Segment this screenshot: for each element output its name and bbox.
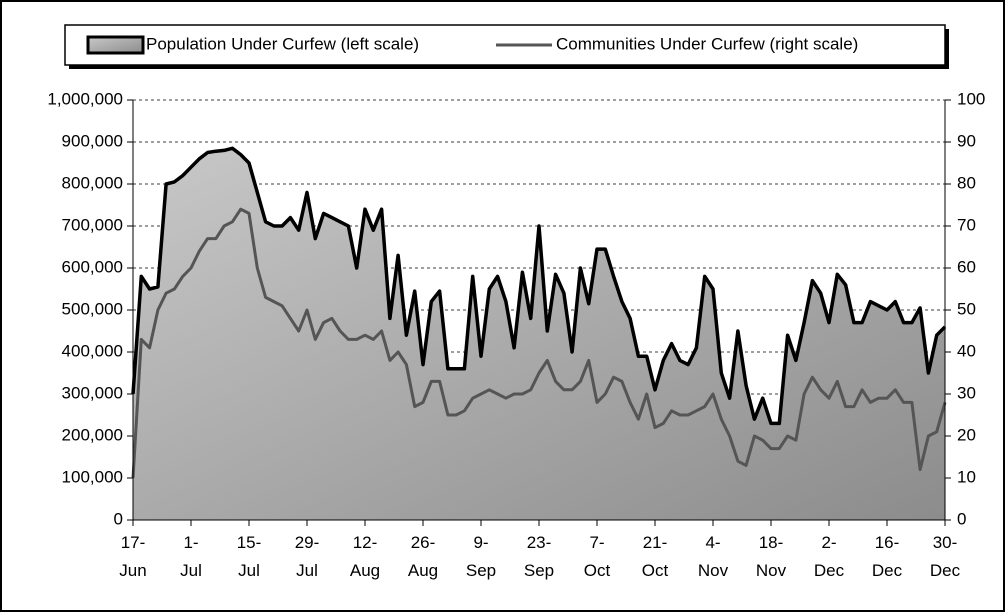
x-tick-label: 15-Jul (237, 533, 262, 580)
legend: Population Under Curfew (left scale) Comm… (86, 34, 858, 55)
x-tick-label: 4-Nov (698, 533, 729, 580)
y-tick-label: 900,000 (62, 131, 123, 150)
x-tick-label: 23-Sep (524, 533, 554, 580)
legend-swatch (86, 35, 145, 55)
legend-label: Communities Under Curfew (right scale) (556, 34, 858, 53)
y-tick-label: 200,000 (62, 425, 123, 444)
line (131, 207, 947, 479)
x-tick-label: 29-Jul (295, 533, 320, 580)
y2-tick-label: 50 (957, 299, 976, 318)
x-tick-label: 9-Sep (466, 533, 496, 580)
area (133, 148, 945, 521)
x-tick-label: 12-Aug (350, 533, 380, 580)
y2-tick-label: 40 (957, 341, 976, 360)
y-tick-label: 400,000 (62, 341, 123, 360)
y-tick-label: 100,000 (62, 467, 123, 486)
y2-tick-label: 60 (957, 257, 976, 276)
x-tick-label: 7-Oct (584, 533, 611, 580)
y-tick-label: 300,000 (62, 383, 123, 402)
x-tick-label: 16-Dec (872, 533, 903, 580)
y-tick-label: 0 (114, 509, 123, 528)
y2-tick-label: 30 (957, 383, 976, 402)
y-tick-label: 1,000,000 (47, 89, 123, 108)
y-tick-label: 600,000 (62, 257, 123, 276)
y2-tick-label: 10 (957, 467, 976, 486)
x-tick-label: 26-Aug (408, 533, 438, 580)
x-tick-label: 18-Nov (756, 533, 787, 580)
y-tick-label: 800,000 (62, 173, 123, 192)
y-tick-label: 500,000 (62, 299, 123, 318)
legend-label: Population Under Curfew (left scale) (146, 34, 419, 53)
x-tick-label: 17-Jun (119, 533, 146, 580)
area-outline (131, 146, 947, 426)
y-tick-label: 700,000 (62, 215, 123, 234)
x-tick-label: 2-Dec (814, 533, 845, 580)
x-tick-label: 1-Jul (180, 533, 202, 580)
x-tick-label: 21-Oct (642, 533, 669, 580)
x-tick-label: 30-Dec (930, 533, 961, 580)
y2-tick-label: 80 (957, 173, 976, 192)
y2-tick-label: 20 (957, 425, 976, 444)
y2-tick-label: 70 (957, 215, 976, 234)
y2-tick-label: 100 (957, 89, 985, 108)
y2-tick-label: 0 (957, 509, 966, 528)
y2-tick-label: 90 (957, 131, 976, 150)
